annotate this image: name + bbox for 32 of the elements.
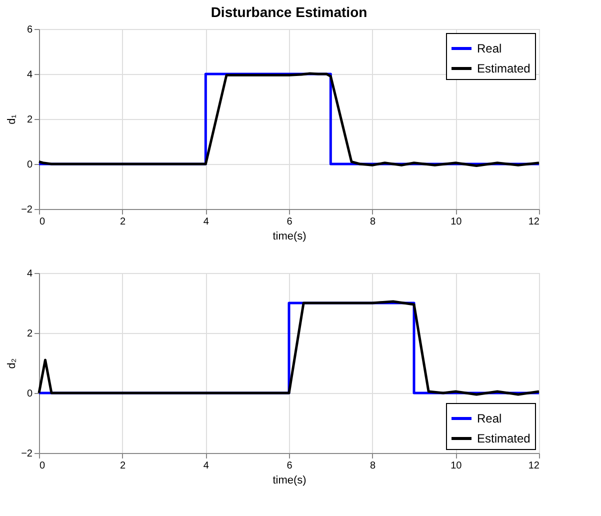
legend-label: Real <box>477 42 502 56</box>
y-tick-label: −2 <box>21 448 33 460</box>
y-tick-label: 6 <box>26 24 33 36</box>
x-tick-label: 6 <box>286 460 293 472</box>
y-tick-label: 4 <box>26 70 33 80</box>
x-tick-label: 12 <box>528 216 540 228</box>
y-tick-label: 0 <box>26 160 33 170</box>
y-tick-label: 2 <box>26 328 33 340</box>
chart-title: Disturbance Estimation <box>210 4 368 20</box>
y-axis-title: d₂ <box>6 358 18 369</box>
x-axis-title: time(s) <box>272 230 306 242</box>
x-axis-title: time(s) <box>272 474 306 486</box>
x-tick-label: 0 <box>40 216 46 228</box>
y-tick-label: 0 <box>26 388 33 400</box>
x-tick-label: 12 <box>528 460 540 472</box>
y-axis-title: d₁ <box>6 114 18 124</box>
x-tick-label: 8 <box>370 460 376 472</box>
legend-label: Estimated <box>477 432 530 446</box>
x-tick-label: 6 <box>286 216 293 228</box>
x-tick-label: 2 <box>120 216 126 228</box>
x-tick-label: 4 <box>203 216 210 228</box>
x-tick-label: 10 <box>450 460 462 472</box>
y-tick-label: 4 <box>26 268 33 280</box>
x-tick-label: 4 <box>203 460 210 472</box>
x-tick-label: 10 <box>450 216 462 228</box>
x-tick-label: 0 <box>40 460 46 472</box>
legend-label: Real <box>477 412 502 426</box>
x-tick-label: 2 <box>120 460 126 472</box>
y-tick-label: 2 <box>26 114 33 126</box>
legend-label: Estimated <box>477 62 530 76</box>
y-tick-label: −2 <box>21 204 33 216</box>
x-tick-label: 8 <box>370 216 376 228</box>
